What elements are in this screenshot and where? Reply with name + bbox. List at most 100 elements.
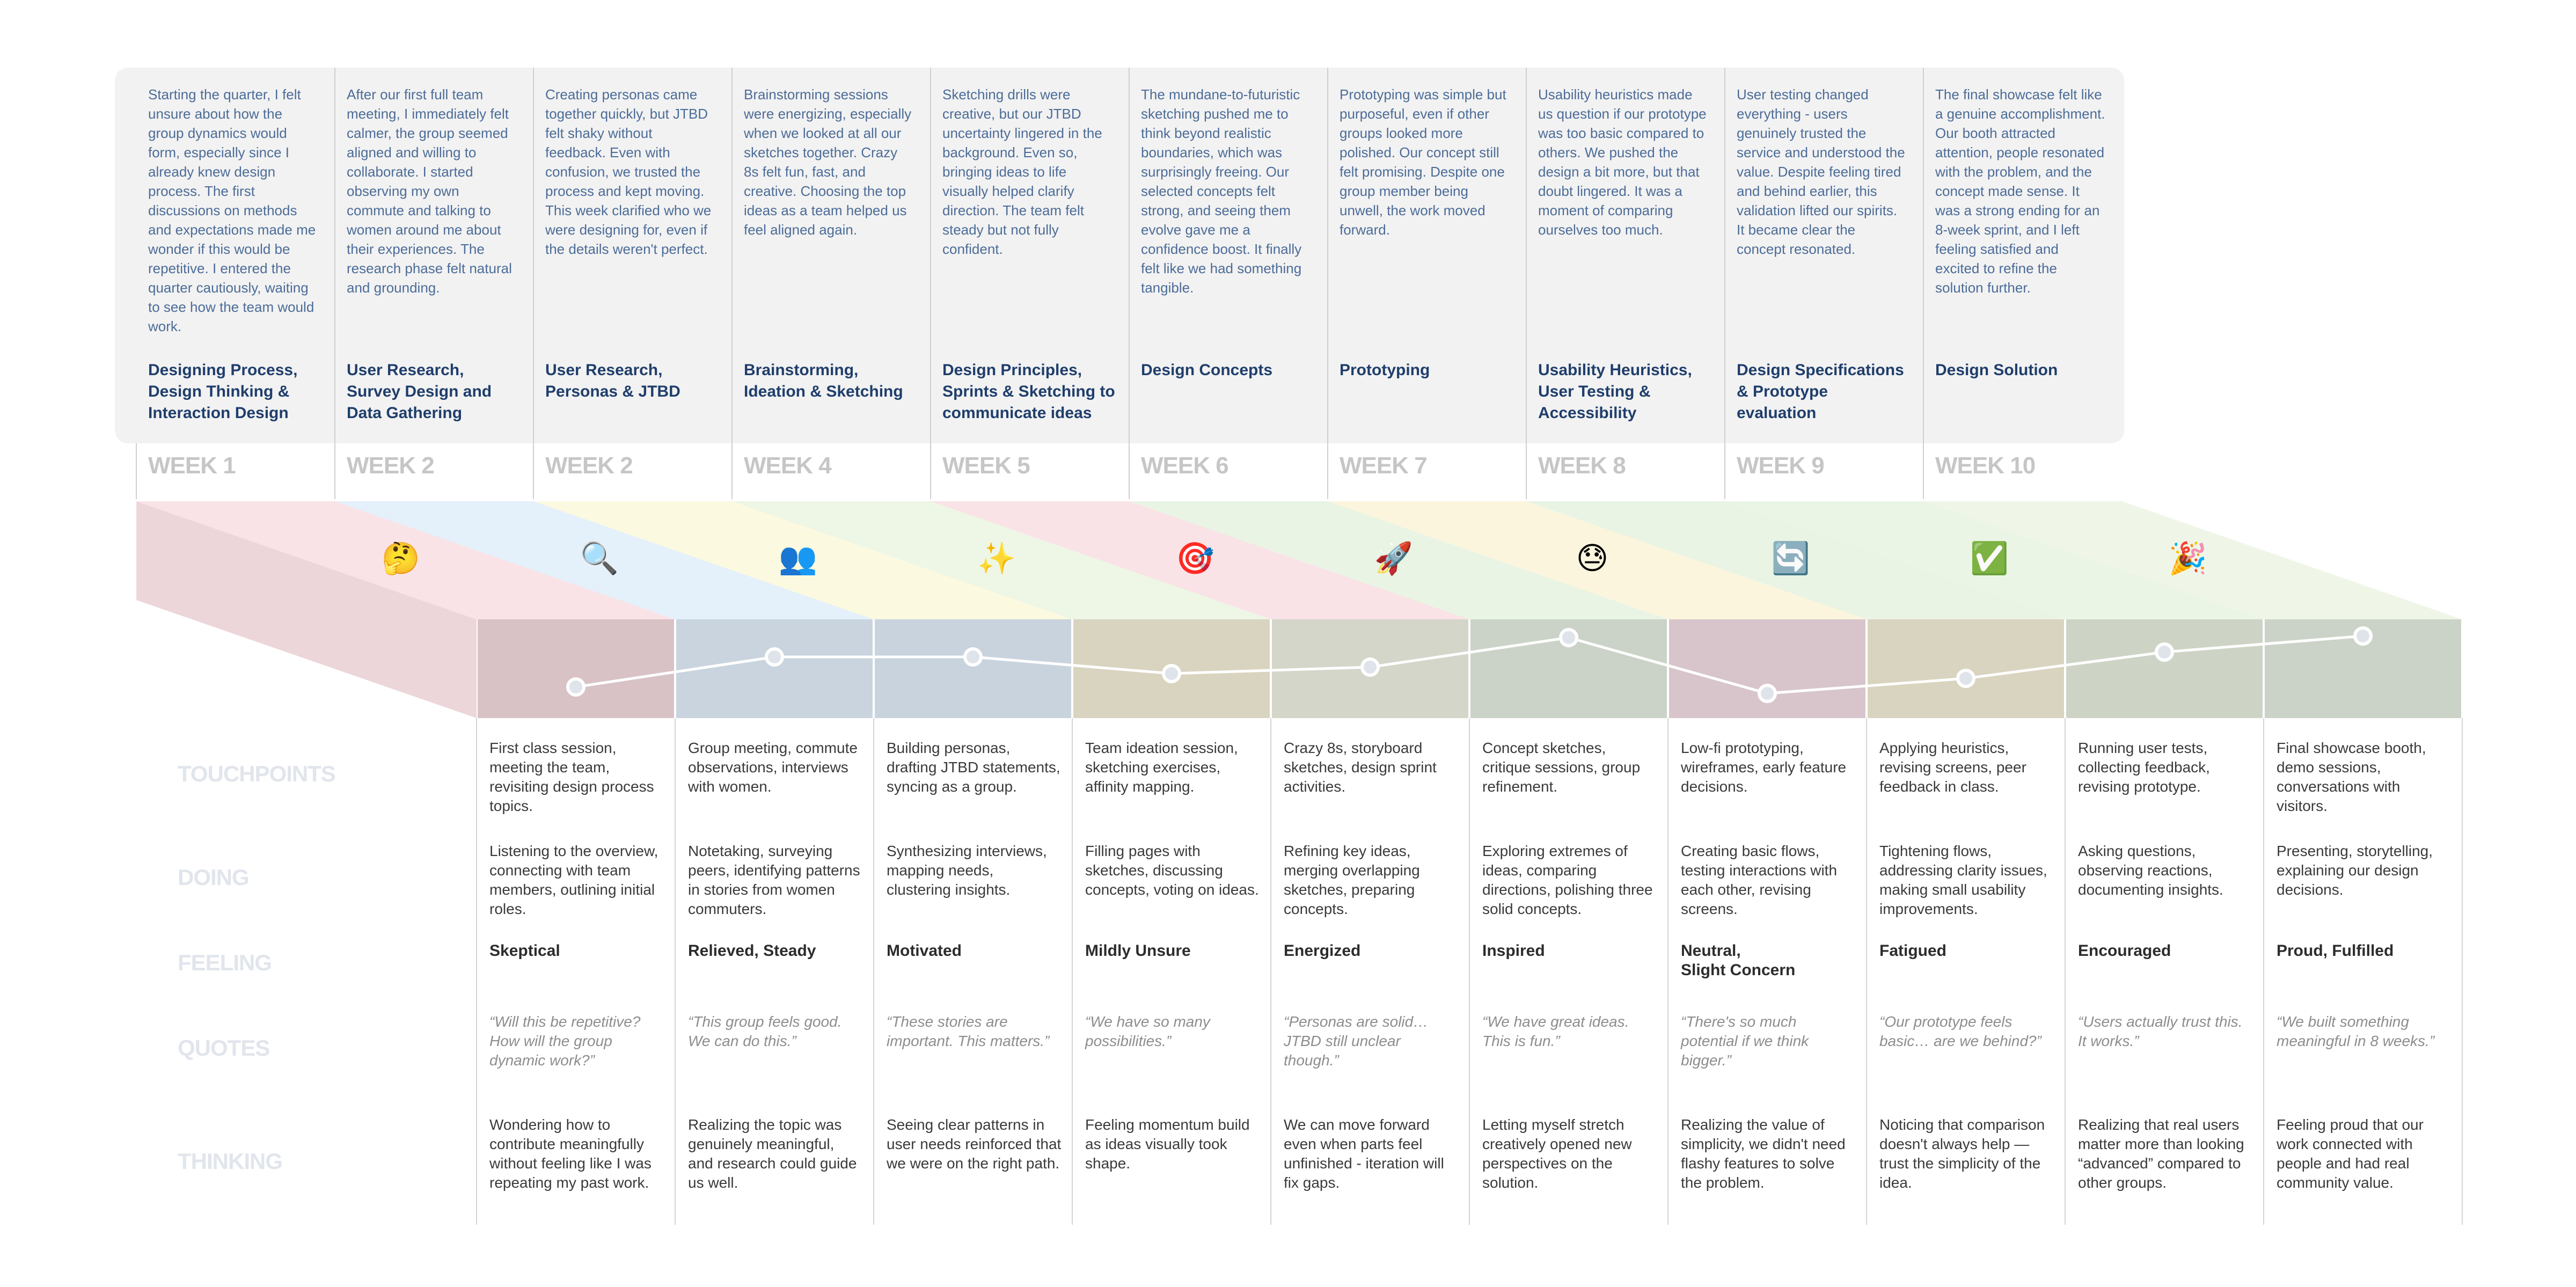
- week-reflection: After our first full team meeting, I imm…: [347, 86, 512, 296]
- doing-text: Presenting, storytelling, explaining our…: [2277, 843, 2433, 898]
- week-label: WEEK 7: [1340, 452, 1428, 479]
- stage-top-face: [1328, 501, 1867, 619]
- doing-text: Filling pages with sketches, discussing …: [1085, 843, 1259, 898]
- row-label: QUOTES: [178, 1035, 270, 1061]
- week-label: WEEK 6: [1141, 452, 1229, 479]
- stage-emoji: 🔄: [1771, 541, 1811, 576]
- quote-text: “This group feels good. We can do this.”: [688, 1013, 842, 1049]
- feeling-text: Proud, Fulfilled: [2277, 942, 2394, 960]
- doing-text: Notetaking, surveying peers, identifying…: [688, 843, 860, 917]
- week-reflection: Brainstorming sessions were energizing, …: [744, 86, 912, 238]
- row-label: DOING: [178, 865, 250, 890]
- row-label: TOUCHPOINTS: [178, 761, 336, 786]
- stage-front-face: [676, 619, 873, 718]
- feeling-text: Neutral, Slight Concern: [1681, 942, 1796, 979]
- feeling-text: Fatigued: [1879, 942, 1946, 960]
- thinking-text: Feeling proud that our work connected wi…: [2277, 1116, 2424, 1191]
- stage-top-face: [732, 501, 1271, 619]
- week-reflection: Starting the quarter, I felt unsure abou…: [148, 86, 316, 334]
- side-face: [136, 501, 477, 718]
- stage-front-face: [1669, 619, 1865, 718]
- touchpoint-text: Concept sketches, critique sessions, gro…: [1482, 740, 1641, 795]
- week-reflection: Prototyping was simple but purposeful, e…: [1340, 86, 1506, 238]
- stage-front-face: [875, 619, 1071, 718]
- emotion-dot: [1559, 628, 1578, 647]
- week-label: WEEK 2: [545, 452, 633, 479]
- week-topic: Design Solution: [1935, 361, 2058, 379]
- emotion-dot: [2353, 626, 2373, 646]
- touchpoint-text: Applying heuristics, revising screens, p…: [1879, 740, 2026, 795]
- doing-text: Tightening flows, addressing clarity iss…: [1879, 843, 2047, 917]
- week-reflection: Creating personas came together quickly,…: [545, 86, 712, 257]
- week-topic: Design Concepts: [1141, 361, 1273, 379]
- row-label: FEELING: [178, 950, 272, 975]
- emotion-dot: [1162, 664, 1181, 683]
- touchpoint-text: Low-fi prototyping, wireframes, early fe…: [1681, 740, 1847, 795]
- week-topic: Design Principles, Sprints & Sketching t…: [942, 361, 1115, 422]
- touchpoint-text: Final showcase booth, demo sessions, con…: [2277, 740, 2426, 814]
- stage-top-face: [931, 501, 1469, 619]
- touchpoint-text: Running user tests, collecting feedback,…: [2078, 740, 2210, 795]
- stage-front-face: [478, 619, 674, 718]
- week-topic: Design Specifications & Prototype evalua…: [1737, 361, 1904, 422]
- quote-text: “These stories are important. This matte…: [887, 1013, 1050, 1049]
- stage-emoji: 🎉: [2168, 541, 2208, 576]
- stage-emoji: 🤔: [381, 541, 421, 576]
- thinking-text: Realizing that real users matter more th…: [2078, 1116, 2244, 1191]
- touchpoint-text: Building personas, drafting JTBD stateme…: [887, 740, 1060, 795]
- touchpoint-text: Crazy 8s, storyboard sketches, design sp…: [1284, 740, 1437, 795]
- doing-text: Synthesizing interviews, mapping needs, …: [887, 843, 1047, 898]
- thinking-text: Realizing the value of simplicity, we di…: [1681, 1116, 1846, 1191]
- doing-text: Creating basic flows, testing interactio…: [1681, 843, 1838, 917]
- feeling-text: Relieved, Steady: [688, 942, 816, 960]
- stage-emoji: ✅: [1970, 541, 2009, 576]
- reflection-panel: [115, 68, 2124, 443]
- emotion-dot: [1956, 669, 1975, 688]
- quote-text: “We have so many possibilities.”: [1085, 1013, 1210, 1049]
- week-reflection: Usability heuristics made us question if…: [1538, 86, 1707, 238]
- stage-front-face: [2066, 619, 2263, 718]
- week-topic: Prototyping: [1340, 361, 1430, 379]
- emotion-dot: [566, 677, 586, 697]
- touchpoint-text: Team ideation session, sketching exercis…: [1085, 740, 1238, 795]
- emotion-dot: [765, 647, 784, 667]
- week-label: WEEK 4: [744, 452, 832, 479]
- touchpoint-text: Group meeting, commute observations, int…: [688, 740, 858, 795]
- stage-top-face: [1923, 501, 2462, 619]
- week-topic: Designing Process, Design Thinking & Int…: [148, 361, 298, 422]
- thinking-text: Letting myself stretch creatively opened…: [1482, 1116, 1632, 1191]
- feeling-text: Encouraged: [2078, 942, 2171, 960]
- touchpoint-text: First class session, meeting the team, r…: [489, 740, 654, 814]
- stage-emoji: 🎯: [1175, 541, 1215, 576]
- thinking-text: Realizing the topic was genuinely meanin…: [688, 1116, 857, 1191]
- week-label: WEEK 9: [1737, 452, 1825, 479]
- week-reflection: The mundane-to-futuristic sketching push…: [1141, 86, 1302, 296]
- quote-text: “There's so much potential if we think b…: [1681, 1013, 1809, 1069]
- week-reflection: User testing changed everything - users …: [1737, 86, 1905, 257]
- quote-text: “Our prototype feels basic… are we behin…: [1879, 1013, 2041, 1049]
- doing-text: Listening to the overview, connecting wi…: [489, 843, 658, 917]
- stage-emoji: 👥: [778, 541, 818, 576]
- week-topic: User Research, Survey Design and Data Ga…: [347, 361, 492, 422]
- doing-text: Asking questions, observing reactions, d…: [2078, 843, 2223, 898]
- stage-top-face: [1526, 501, 2065, 619]
- week-label: WEEK 8: [1538, 452, 1626, 479]
- doing-text: Exploring extremes of ideas, comparing d…: [1482, 843, 1653, 917]
- thinking-text: Seeing clear patterns in user needs rein…: [887, 1116, 1062, 1172]
- week-reflection: Sketching drills were creative, but our …: [942, 86, 1102, 257]
- feeling-text: Skeptical: [489, 942, 560, 960]
- doing-text: Refining key ideas, merging overlapping …: [1284, 843, 1420, 917]
- week-topic: Brainstorming, Ideation & Sketching: [744, 361, 903, 400]
- quote-text: “Personas are solid… JTBD still unclear …: [1284, 1013, 1429, 1069]
- week-topic: Usability Heuristics, User Testing & Acc…: [1538, 361, 1692, 422]
- stage-top-face: [1725, 501, 2264, 619]
- quote-text: “We have great ideas. This is fun.”: [1482, 1013, 1629, 1049]
- week-label: WEEK 1: [148, 452, 236, 479]
- stage-emoji: ✨: [977, 541, 1016, 576]
- feeling-text: Inspired: [1482, 942, 1545, 960]
- emotion-dot: [963, 647, 983, 667]
- stage-top-face: [1129, 501, 1668, 619]
- week-label: WEEK 5: [942, 452, 1030, 479]
